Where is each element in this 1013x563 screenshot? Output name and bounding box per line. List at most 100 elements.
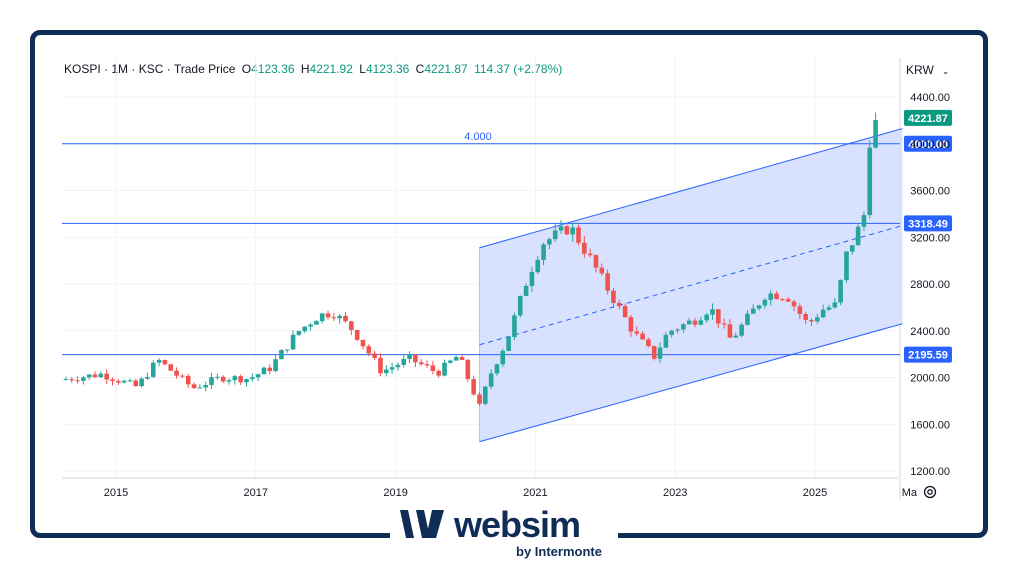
candle <box>727 324 733 338</box>
candle <box>873 119 878 148</box>
websim-logo: websim by Intermonte <box>390 500 618 562</box>
candle <box>756 305 762 309</box>
candle <box>349 321 354 331</box>
candle <box>634 331 640 334</box>
y-tick-label: 2800.00 <box>910 279 950 291</box>
brand-name: websim <box>454 504 581 545</box>
candle <box>261 367 267 375</box>
candle <box>81 377 86 381</box>
candle <box>442 362 447 376</box>
candle <box>191 384 197 388</box>
chart-legend: KOSPI · 1M · KSC · Trade Price O4123.36 … <box>64 62 563 76</box>
candle <box>739 324 744 336</box>
candle <box>593 255 599 268</box>
candle <box>849 245 855 252</box>
candle <box>710 309 715 315</box>
candle <box>168 364 174 371</box>
candle <box>576 227 581 243</box>
candle <box>448 360 453 363</box>
candle <box>750 308 756 314</box>
candle <box>797 306 803 314</box>
candle <box>663 334 669 348</box>
y-tick-label: 4400.00 <box>910 92 950 104</box>
candle <box>98 373 104 378</box>
x-tick-label: 2023 <box>663 487 687 499</box>
candle <box>150 362 156 377</box>
candle <box>844 251 849 281</box>
close-value: 4221.87 <box>424 62 468 76</box>
candle <box>215 376 220 378</box>
y-tick-label: 4000.00 <box>910 139 950 151</box>
candle <box>308 324 313 327</box>
candle <box>104 373 109 380</box>
candle <box>133 380 139 387</box>
y-tick-label: 3200.00 <box>910 232 950 244</box>
low-value: 4123.36 <box>365 62 410 76</box>
candle <box>75 380 80 382</box>
candle <box>232 376 238 381</box>
candle <box>704 314 709 321</box>
candle <box>197 387 203 389</box>
candle <box>63 379 69 381</box>
time-axis[interactable]: 2015 2017 2019 2021 2023 2025 Ma <box>104 487 918 499</box>
candle <box>110 379 115 381</box>
candle <box>430 365 436 371</box>
candle <box>477 394 482 404</box>
gear-icon[interactable] <box>922 484 938 500</box>
price-axis[interactable]: 4400.00 4000.00 3600.00 3200.00 2800.00 2400.… <box>910 92 950 478</box>
candle <box>314 321 319 325</box>
candle <box>250 377 255 380</box>
candle <box>290 334 296 350</box>
candle <box>675 329 680 331</box>
channel-upper-line <box>479 128 903 249</box>
candle <box>401 358 407 365</box>
currency-selector[interactable]: KRW ⌄ <box>906 63 949 77</box>
candle <box>716 309 721 324</box>
candle <box>383 369 389 374</box>
websim-mark-icon <box>400 510 444 538</box>
candle <box>832 302 838 308</box>
candle <box>279 350 284 360</box>
candle <box>686 320 692 325</box>
price-label: 4000.00 <box>908 139 948 151</box>
candle <box>774 293 779 300</box>
candle <box>768 293 774 300</box>
candle <box>547 239 552 245</box>
low-label: L <box>359 62 366 76</box>
candle <box>203 385 209 388</box>
price-label: 3318.49 <box>908 218 948 230</box>
last-price-label: 4221.87 <box>908 113 948 125</box>
candle <box>424 364 430 366</box>
candle <box>646 339 651 347</box>
candle <box>809 319 814 322</box>
candle <box>162 360 168 365</box>
candle <box>471 379 476 395</box>
candle <box>535 259 541 273</box>
x-tick-label: 2025 <box>803 487 827 499</box>
candle <box>780 299 785 301</box>
candle <box>582 242 587 254</box>
x-tick-label: 2019 <box>383 487 407 499</box>
candle <box>587 253 593 256</box>
candle <box>319 313 325 322</box>
candle <box>174 370 179 376</box>
brand-tagline: by Intermonte <box>516 544 602 559</box>
candle <box>698 320 704 325</box>
candle <box>331 317 337 319</box>
candle <box>360 339 366 347</box>
candle <box>238 376 243 383</box>
candle <box>407 354 412 359</box>
price-label-box <box>904 346 952 363</box>
channel-middle-line <box>479 225 903 346</box>
candle <box>354 330 360 340</box>
x-tick-label: Ma <box>902 487 918 499</box>
candle <box>622 305 628 318</box>
candles <box>63 112 878 406</box>
candle <box>529 272 535 287</box>
y-tick-label: 2000.00 <box>910 373 950 385</box>
candle <box>733 335 739 338</box>
candle <box>255 374 261 378</box>
candle <box>517 296 523 316</box>
candle <box>127 380 133 382</box>
